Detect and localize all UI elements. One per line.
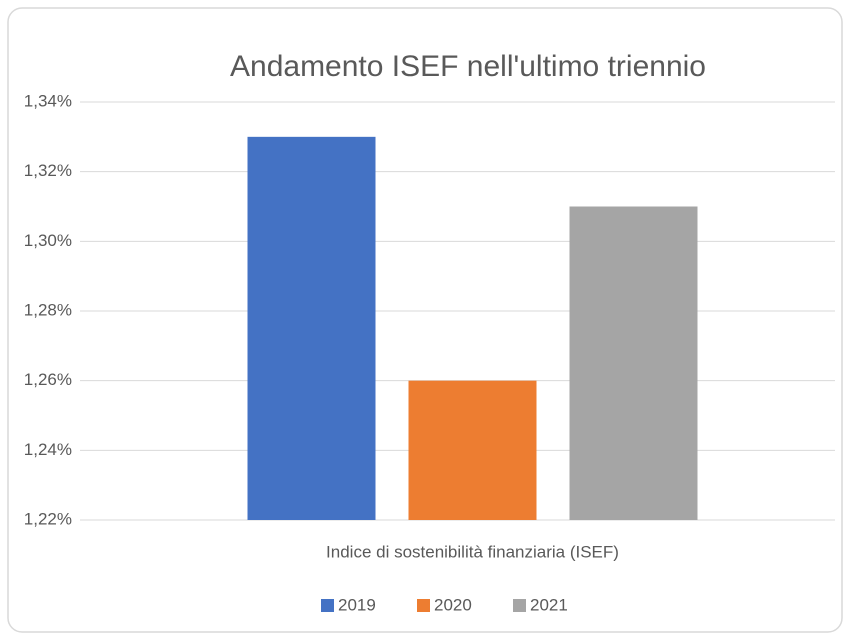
bar (569, 206, 698, 520)
y-tick-label: 1,24% (24, 440, 72, 459)
legend-swatch (417, 599, 430, 612)
legend-swatch (513, 599, 526, 612)
legend-swatch (321, 599, 334, 612)
y-tick-label: 1,32% (24, 161, 72, 180)
legend-label: 2021 (530, 595, 568, 614)
y-tick-label: 1,28% (24, 300, 72, 319)
chart-title: Andamento ISEF nell'ultimo triennio (230, 50, 706, 83)
legend-label: 2019 (338, 595, 376, 614)
legend-label: 2020 (434, 595, 472, 614)
y-tick-label: 1,30% (24, 231, 72, 250)
y-tick-label: 1,34% (24, 91, 72, 110)
x-tick-label: Indice di sostenibilità finanziaria (ISE… (326, 542, 619, 561)
y-tick-label: 1,22% (24, 509, 72, 528)
y-tick-label: 1,26% (24, 370, 72, 389)
bar (247, 136, 376, 521)
bar (408, 380, 537, 520)
